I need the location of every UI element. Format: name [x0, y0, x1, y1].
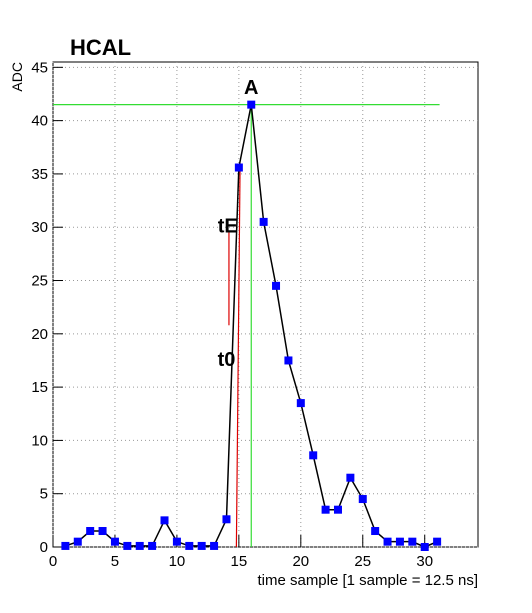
y-axis-label: ADC: [9, 62, 25, 92]
x-tick-label: 0: [49, 553, 57, 570]
annotation: tE: [218, 216, 238, 238]
y-tick-label: 25: [31, 273, 48, 290]
data-point: [148, 541, 157, 550]
y-tick-label: 40: [31, 113, 48, 130]
x-tick-label: 20: [292, 553, 309, 570]
data-point: [135, 541, 144, 550]
data-point: [172, 537, 181, 546]
data-point: [259, 217, 268, 226]
y-tick-label: 35: [31, 166, 48, 183]
data-point: [73, 537, 82, 546]
data-point: [234, 163, 243, 172]
data-point: [210, 541, 219, 550]
data-point: [321, 505, 330, 514]
y-tick-label: 20: [31, 326, 48, 343]
y-tick-label: 15: [31, 379, 48, 396]
data-point: [284, 356, 293, 365]
data-point: [123, 541, 132, 550]
x-tick-label: 15: [231, 553, 248, 570]
data-point: [185, 541, 194, 550]
x-axis-label: time sample [1 sample = 12.5 ns]: [257, 572, 478, 589]
data-point: [110, 537, 119, 546]
y-tick-label: 0: [40, 539, 48, 556]
data-point: [371, 527, 380, 536]
annotation: A: [244, 77, 258, 99]
data-point: [86, 527, 95, 536]
data-point: [346, 473, 355, 482]
x-tick-label: 10: [169, 553, 186, 570]
data-point: [222, 515, 231, 524]
data-point: [383, 537, 392, 546]
data-point: [309, 451, 318, 460]
data-point: [408, 537, 417, 546]
chart-title: HCAL: [70, 35, 131, 60]
data-point: [395, 537, 404, 546]
data-point: [333, 505, 342, 514]
data-point: [433, 537, 442, 546]
x-tick-label: 30: [416, 553, 433, 570]
data-point: [61, 541, 70, 550]
data-point: [296, 399, 305, 408]
data-point: [247, 100, 256, 109]
y-tick-label: 5: [40, 486, 48, 503]
x-tick-label: 25: [354, 553, 371, 570]
data-point: [420, 543, 429, 551]
y-tick-label: 45: [31, 59, 48, 76]
x-tick-label: 5: [111, 553, 119, 570]
data-point: [160, 516, 169, 525]
data-point: [98, 527, 107, 536]
data-point: [197, 541, 206, 550]
annotation: t0: [218, 349, 236, 371]
y-tick-label: 10: [31, 432, 48, 449]
reference-line: [235, 163, 241, 548]
y-tick-label: 30: [31, 219, 48, 236]
data-point: [358, 495, 367, 504]
data-point: [272, 281, 281, 290]
